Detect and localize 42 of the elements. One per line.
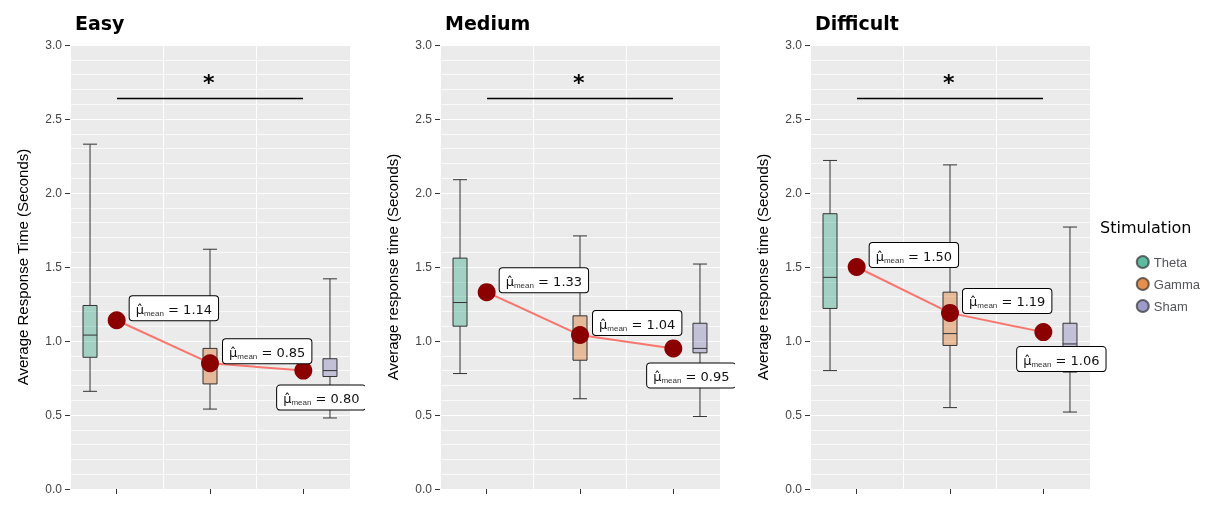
y-tick-label: 2.5 xyxy=(415,112,433,126)
legend-label: Theta xyxy=(1153,254,1188,270)
annotation: * xyxy=(203,70,215,96)
point xyxy=(941,303,959,322)
y-tick-label: 0.5 xyxy=(415,408,433,422)
point xyxy=(107,311,126,330)
y-tick-label: 3.0 xyxy=(45,38,63,52)
point xyxy=(847,258,866,276)
point xyxy=(664,339,683,358)
annotation: * xyxy=(943,70,955,96)
annotation: * xyxy=(573,70,585,96)
y-tick-label: 1.5 xyxy=(415,260,433,274)
y-tick-label: 1.0 xyxy=(45,334,63,348)
y-tick-label: 1.0 xyxy=(785,334,803,348)
y-tick-label: 1.5 xyxy=(785,260,803,274)
y-axis-title: Average Response Time (Seconds) xyxy=(14,148,31,386)
y-tick-label: 3.0 xyxy=(785,38,803,52)
legend-label: Sham xyxy=(1153,298,1188,314)
chart-title: Medium xyxy=(445,11,531,34)
chart-title: Easy xyxy=(75,11,126,34)
y-tick-label: 0.0 xyxy=(45,482,63,496)
chart-title: Difficult xyxy=(815,11,899,34)
y-axis-title: Average response time (Seconds) xyxy=(384,153,401,381)
y-tick-label: 1.0 xyxy=(415,334,433,348)
y-tick-label: 3.0 xyxy=(415,38,433,52)
y-tick-label: 0.0 xyxy=(415,482,433,496)
legend-label: Gamma xyxy=(1153,276,1201,292)
point xyxy=(477,283,496,302)
y-axis-title: Average response time (Seconds) xyxy=(754,153,771,381)
point xyxy=(201,354,219,373)
y-tick-label: 2.5 xyxy=(45,112,63,126)
y-tick-label: 2.0 xyxy=(785,186,803,200)
y-tick-label: 0.5 xyxy=(785,408,803,422)
y-tick-label: 1.5 xyxy=(45,260,63,274)
point xyxy=(1034,323,1053,342)
y-tick-label: 2.0 xyxy=(45,186,63,200)
y-tick-label: 2.0 xyxy=(415,186,433,200)
y-tick-label: 0.5 xyxy=(45,408,63,422)
legend-title: Stimulation xyxy=(1100,218,1192,237)
y-tick-label: 2.5 xyxy=(785,112,803,126)
point xyxy=(571,326,589,345)
y-tick-label: 0.0 xyxy=(785,482,803,496)
